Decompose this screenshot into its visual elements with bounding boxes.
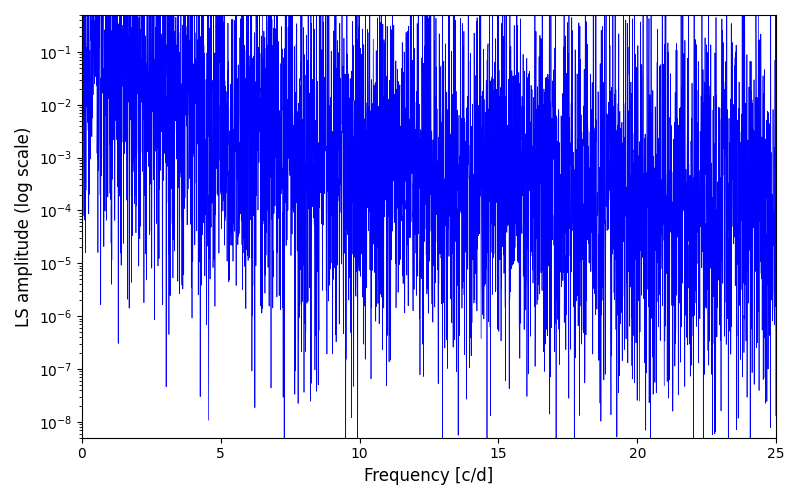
X-axis label: Frequency [c/d]: Frequency [c/d] <box>364 467 494 485</box>
Y-axis label: LS amplitude (log scale): LS amplitude (log scale) <box>15 126 33 326</box>
